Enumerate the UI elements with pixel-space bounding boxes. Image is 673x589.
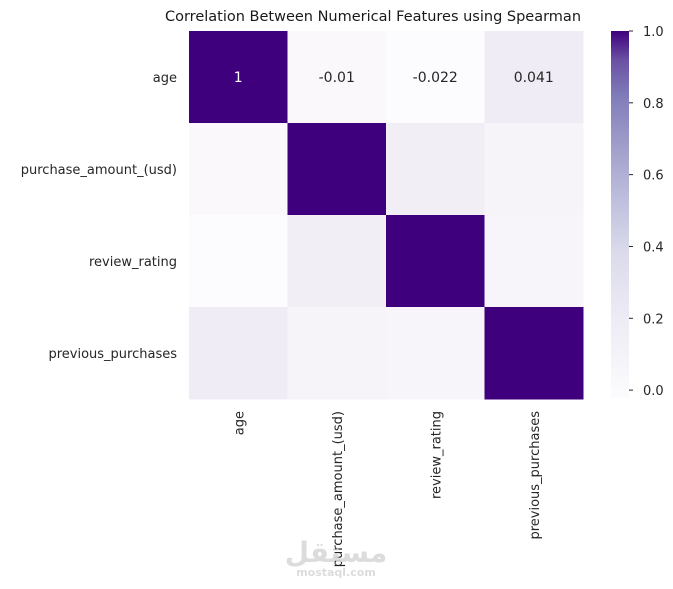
heatmap-cell: [386, 123, 485, 216]
heatmap-cell: [484, 123, 584, 216]
colorbar-ticks: 0.0 0.2 0.4 0.6 0.8 1.0: [629, 25, 664, 399]
heatmap-cell: [189, 307, 288, 400]
colorbar-tick-label: 0.0: [643, 384, 664, 399]
heatmap-cell: [484, 215, 584, 308]
row-labels: age purchase_amount_(usd) review_ratingpre…: [21, 71, 177, 362]
heatmap-cell: [287, 307, 387, 400]
cell-annotation: -0.01: [319, 70, 355, 86]
cell-annotation: -0.022: [413, 70, 458, 86]
column-label: purchase_amount_(usd): [331, 411, 346, 567]
watermark-arabic: مستقل: [285, 536, 387, 569]
column-label: age: [232, 411, 247, 435]
watermark: مستقل mostaql.com: [285, 536, 387, 579]
row-label: previous_purchases: [48, 347, 177, 362]
heatmap-cell: [386, 31, 485, 124]
heatmap-cell: [386, 307, 485, 400]
chart-title: Correlation Between Numerical Features u…: [165, 9, 581, 25]
watermark-url: mostaql.com: [296, 566, 376, 579]
colorbar-tick-label: 0.6: [643, 169, 664, 184]
heatmap-cells: 1 -0.01 -0.022 0.041: [189, 31, 584, 400]
heatmap-cell: [189, 123, 288, 216]
heatmap-cell: [189, 31, 288, 124]
colorbar-tick-label: 0.4: [643, 240, 664, 255]
heatmap-cell: [484, 31, 584, 124]
column-label: previous_purchases: [528, 411, 543, 540]
row-label: purchase_amount_(usd): [21, 163, 177, 178]
cell-annotation: 0.041: [514, 70, 554, 86]
heatmap-cell: [386, 215, 485, 308]
colorbar-tick-label: 1.0: [643, 25, 664, 40]
heatmap-cell: [287, 31, 387, 124]
column-label: review_rating: [429, 411, 444, 499]
colorbar: [611, 31, 629, 398]
heatmap-cell: [484, 307, 584, 400]
heatmap-cell: [287, 215, 387, 308]
row-label: review_rating: [89, 255, 177, 270]
column-labels: age purchase_amount_(usd) review_rating pre…: [232, 411, 543, 567]
colorbar-tick-label: 0.2: [643, 312, 664, 327]
colorbar-tick-label: 0.8: [643, 97, 664, 112]
cell-annotation: 1: [234, 70, 243, 86]
heatmap-cell: [287, 123, 387, 216]
row-label: age: [153, 71, 177, 86]
heatmap-cell: [189, 215, 288, 308]
